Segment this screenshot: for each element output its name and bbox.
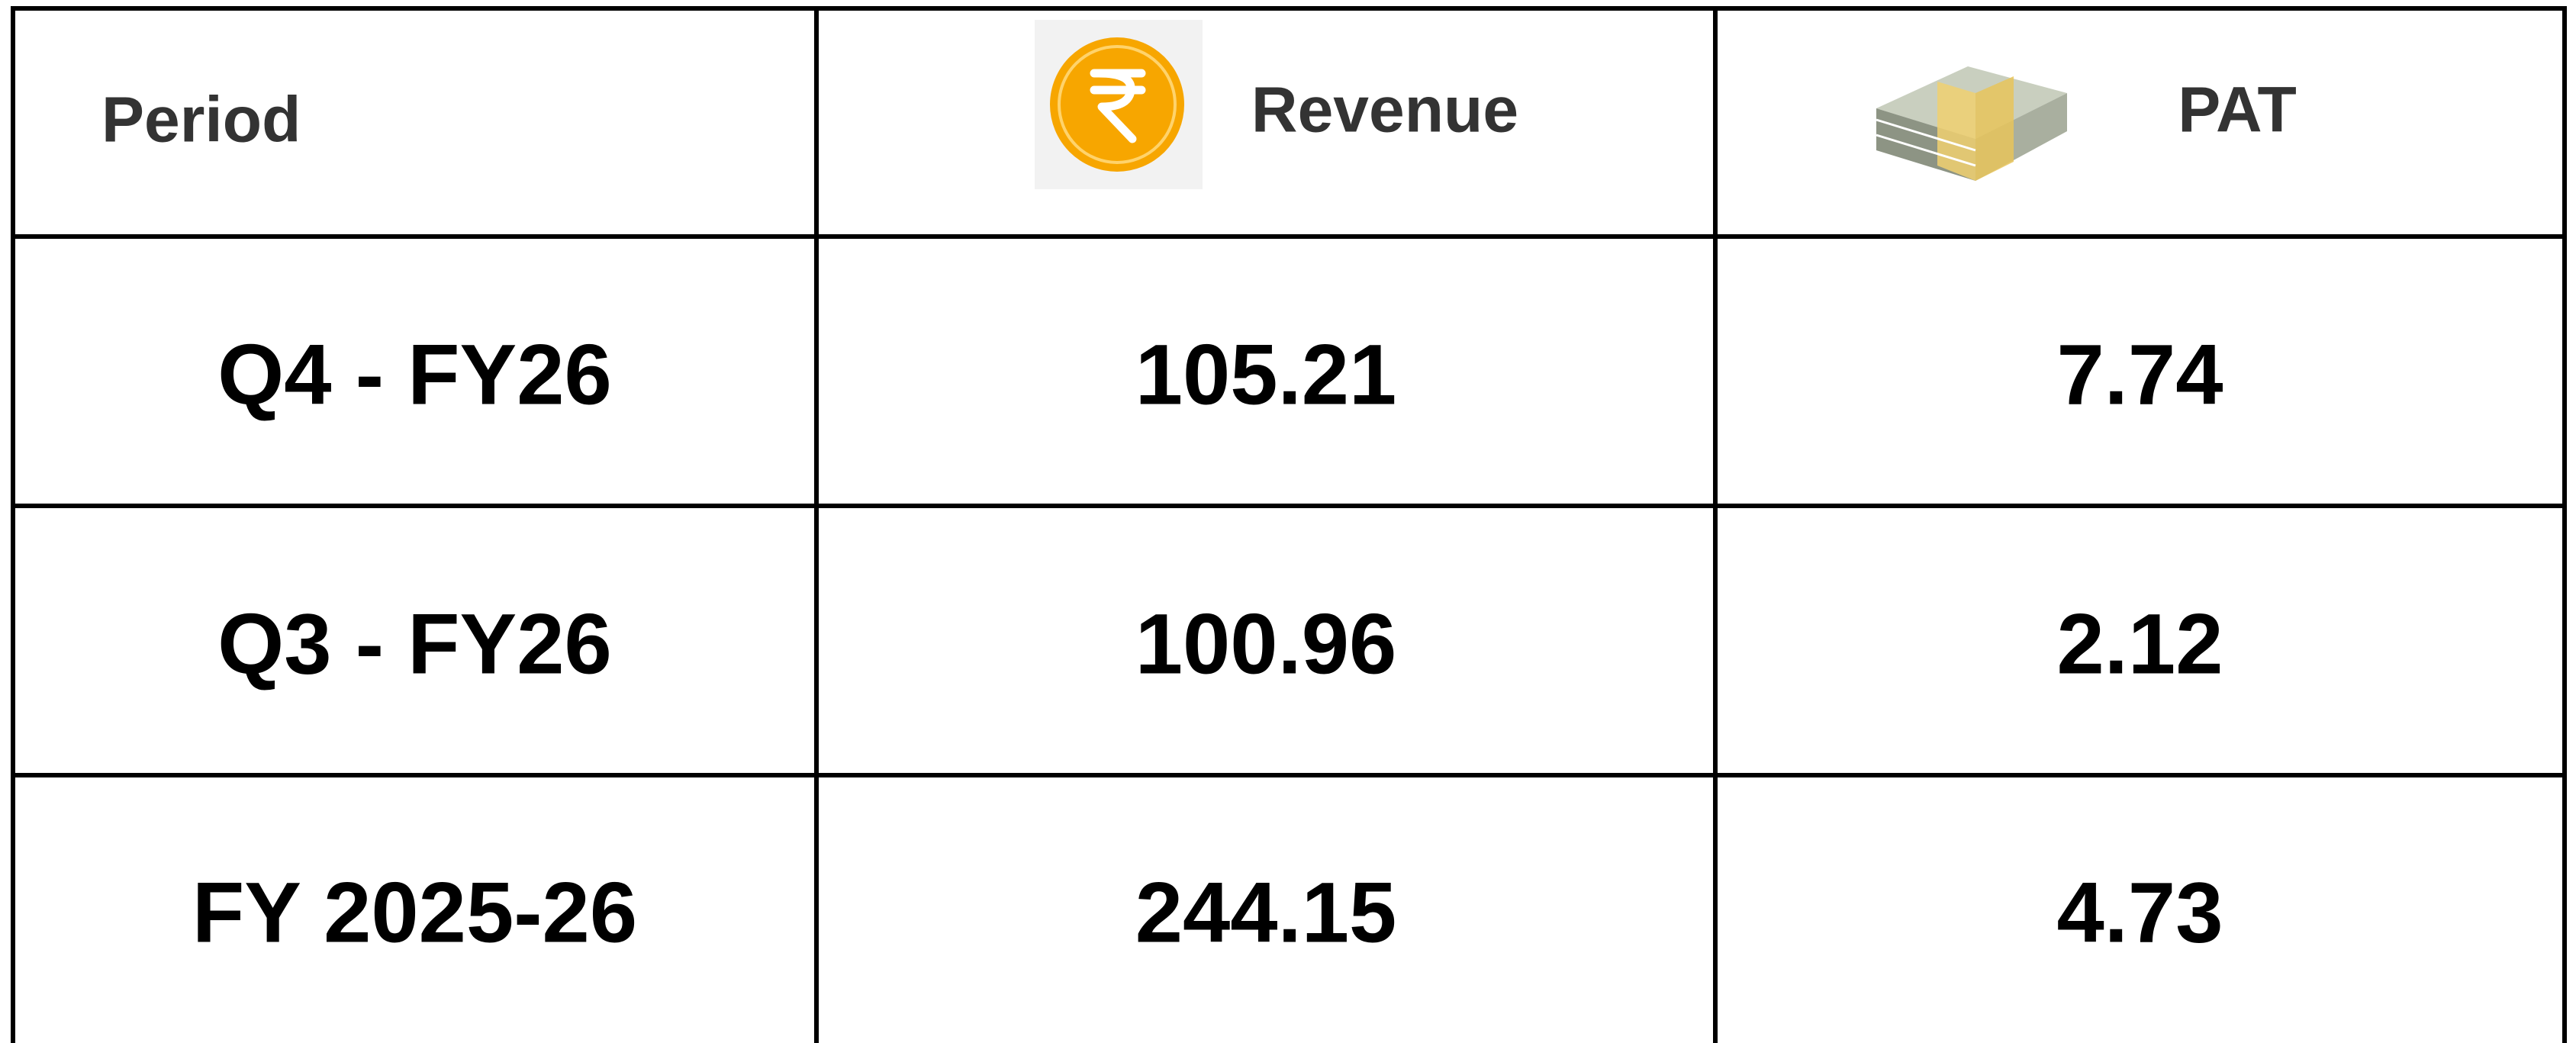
table-value: Q4 - FY26	[217, 327, 612, 422]
column-header: Period	[101, 83, 301, 156]
table-value: 244.15	[1135, 864, 1397, 960]
rupee-coin-icon	[1035, 20, 1203, 189]
table-value: 7.74	[2056, 327, 2223, 422]
table-value: FY 2025-26	[192, 864, 638, 960]
money-stack-icon	[1876, 66, 2067, 181]
table-value: 105.21	[1135, 327, 1397, 422]
table-cell	[1713, 6, 2567, 239]
table-value: 2.12	[2056, 596, 2223, 691]
table-value: 100.96	[1135, 596, 1397, 691]
column-header: PAT	[2178, 73, 2297, 146]
table-cell	[1713, 773, 2567, 1043]
table-value: Q3 - FY26	[217, 596, 612, 691]
table-value: 4.73	[2056, 864, 2223, 960]
column-header: Revenue	[1251, 73, 1519, 146]
